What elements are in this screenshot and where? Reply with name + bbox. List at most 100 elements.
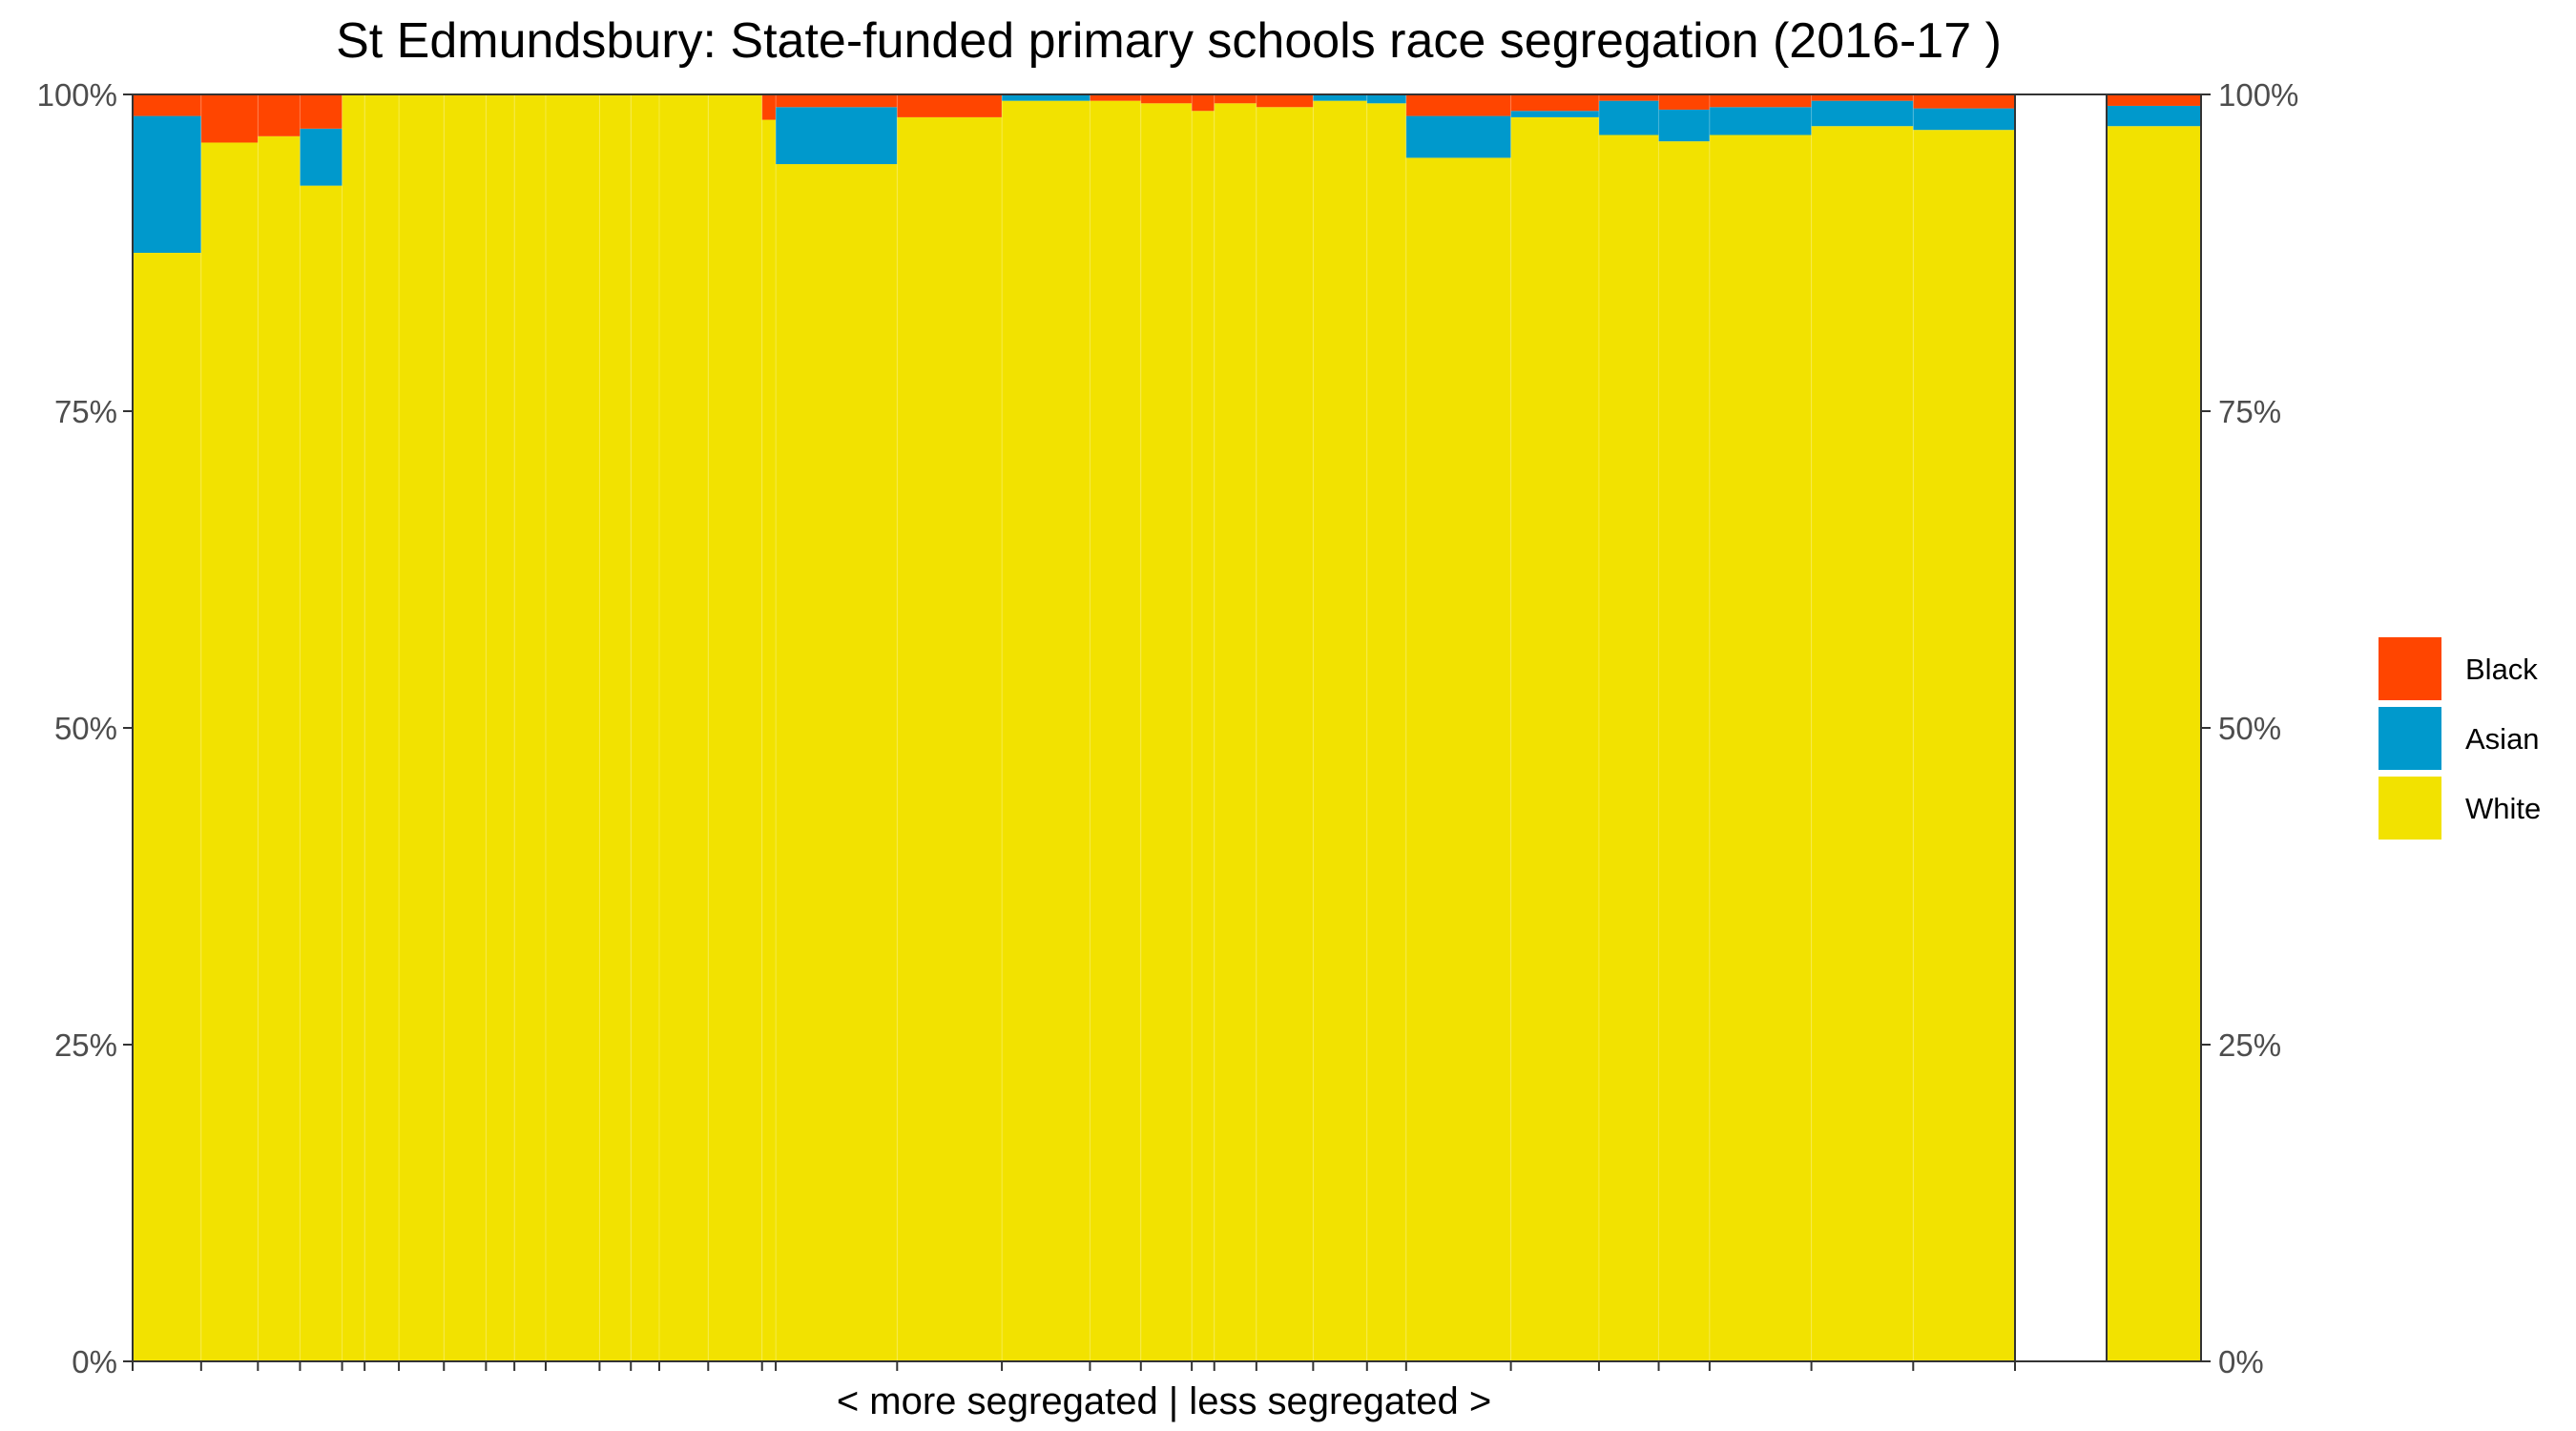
school-bar	[300, 94, 343, 1362]
school-bar-black-segment	[1913, 94, 2015, 109]
school-bar-asian-segment	[1510, 111, 1599, 117]
y-tick-label-left: 75%	[54, 394, 117, 429]
overall-bar-asian-segment	[2107, 105, 2201, 127]
school-bar-black-segment	[1598, 94, 1659, 101]
chart-title: St Edmundsbury: State-funded primary sch…	[336, 13, 2002, 69]
axes-group: 0% 0% 25% 25% 50% 50% 75% 75% 100% 100%	[37, 77, 2299, 1379]
school-bar-black-segment	[761, 94, 777, 120]
school-bar-black-segment	[1256, 94, 1314, 108]
school-bar-asian-segment	[1598, 100, 1659, 135]
school-bar-white-segment	[364, 94, 400, 1361]
school-bar-black-segment	[1510, 94, 1599, 112]
y-tick-label-left: 0%	[72, 1344, 117, 1379]
overall-bar-white-segment	[2107, 126, 2201, 1362]
school-bar-white-segment	[200, 142, 259, 1362]
school-bar-black-segment	[1192, 94, 1215, 112]
school-bar-white-segment	[658, 94, 709, 1361]
overall-bar-group	[2107, 94, 2201, 1362]
school-bar-white-segment	[1913, 130, 2015, 1362]
school-bar-black-segment	[1214, 94, 1257, 104]
school-bar-white-segment	[399, 94, 445, 1361]
school-bar	[1510, 94, 1599, 1361]
school-bar-black-segment	[1709, 94, 1812, 108]
school-bar	[486, 94, 515, 1361]
school-bar-white-segment	[1192, 111, 1215, 1361]
school-bar-black-segment	[1405, 94, 1511, 116]
school-bar-white-segment	[897, 116, 1003, 1361]
school-bar	[1811, 94, 1914, 1362]
legend-label-asian: Asian	[2465, 722, 2540, 756]
school-bar-white-segment	[1002, 100, 1091, 1361]
legend: Black Asian White	[2379, 637, 2541, 840]
school-bar-black-segment	[1140, 94, 1193, 104]
school-bar-asian-segment	[1811, 100, 1914, 127]
school-bar	[1090, 94, 1141, 1361]
school-bar-asian-segment	[1002, 94, 1091, 101]
legend-label-white: White	[2465, 792, 2541, 825]
school-bar-asian-segment	[133, 115, 201, 254]
y-tick-label-right: 50%	[2218, 711, 2281, 746]
legend-label-black: Black	[2465, 653, 2538, 686]
school-bar-asian-segment	[1709, 107, 1812, 135]
school-bar-white-segment	[1658, 141, 1710, 1362]
legend-key-black	[2379, 637, 2441, 700]
school-bar-white-segment	[1598, 135, 1659, 1362]
school-bar-white-segment	[1313, 100, 1367, 1361]
school-bar-black-segment	[776, 94, 898, 108]
y-tick-label-right: 0%	[2218, 1344, 2264, 1379]
school-bar	[897, 94, 1003, 1361]
school-bar-white-segment	[1090, 100, 1141, 1361]
school-bar	[342, 94, 365, 1361]
school-bar	[658, 94, 709, 1361]
school-bar	[1405, 94, 1511, 1361]
y-tick-label-left: 25%	[54, 1027, 117, 1063]
school-bar-white-segment	[133, 253, 201, 1361]
school-bar-asian-segment	[1405, 115, 1511, 158]
school-bar-white-segment	[1709, 135, 1812, 1362]
y-tick-label-right: 100%	[2218, 77, 2298, 113]
school-bar-white-segment	[444, 94, 487, 1361]
school-bar-white-segment	[1811, 126, 1914, 1362]
school-bar-asian-segment	[1366, 94, 1406, 104]
school-bar	[599, 94, 632, 1361]
school-bar-white-segment	[761, 119, 777, 1361]
school-bar	[1256, 94, 1314, 1361]
school-bar-black-segment	[133, 94, 201, 116]
school-bar	[1598, 94, 1659, 1362]
legend-key-white	[2379, 777, 2441, 840]
school-bar-asian-segment	[1913, 108, 2015, 131]
legend-key-asian	[2379, 707, 2441, 770]
school-bar	[761, 94, 777, 1361]
school-bar	[1002, 94, 1091, 1361]
y-tick-label-left: 50%	[54, 711, 117, 746]
school-bar	[1658, 94, 1710, 1362]
school-bar-white-segment	[1510, 116, 1599, 1361]
school-bar-black-segment	[200, 94, 259, 143]
school-bar-asian-segment	[300, 128, 343, 186]
school-bar-white-segment	[599, 94, 632, 1361]
y-tick-label-left: 100%	[37, 77, 117, 113]
school-bar-black-segment	[897, 94, 1003, 117]
school-bar-black-segment	[300, 94, 343, 129]
school-bar	[1366, 94, 1406, 1361]
school-bar-black-segment	[1090, 94, 1141, 101]
school-bar-white-segment	[1366, 103, 1406, 1361]
school-bar-asian-segment	[1658, 109, 1710, 142]
school-bar-white-segment	[1405, 157, 1511, 1361]
school-bar-white-segment	[708, 94, 762, 1361]
school-bar-black-segment	[1658, 94, 1710, 110]
y-tick-label-right: 75%	[2218, 394, 2281, 429]
school-bar	[200, 94, 259, 1362]
school-bar	[1192, 94, 1215, 1361]
school-bar-white-segment	[631, 94, 659, 1361]
school-bar-white-segment	[514, 94, 546, 1361]
y-tick-label-right: 25%	[2218, 1027, 2281, 1063]
school-bar	[545, 94, 600, 1361]
school-bar	[631, 94, 659, 1361]
school-bar	[444, 94, 487, 1361]
x-axis-label: < more segregated | less segregated >	[837, 1380, 1491, 1422]
school-bar-white-segment	[342, 94, 365, 1361]
bars-group	[133, 94, 2015, 1362]
school-bar	[133, 94, 201, 1361]
